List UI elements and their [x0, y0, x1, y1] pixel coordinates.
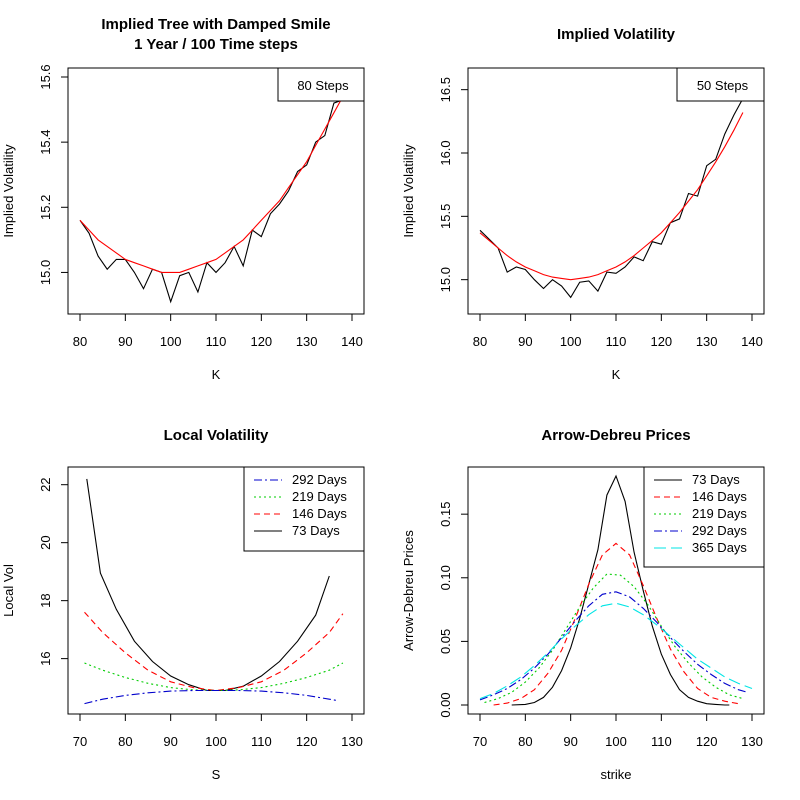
y-tick-label: 15.6: [38, 64, 53, 89]
legend: 80 Steps: [277, 67, 365, 102]
series-line-2: [84, 611, 344, 692]
x-axis-label: S: [212, 767, 221, 782]
series-line-1: [479, 98, 744, 299]
x-axis-label: K: [612, 367, 621, 382]
x-tick-label: 110: [651, 734, 672, 749]
x-tick-label: 70: [73, 734, 87, 749]
chart-subtitle: 1 Year / 100 Time steps: [134, 36, 298, 53]
x-tick-label: 120: [250, 334, 272, 349]
legend: 73 Days 146 Days 219 Days 292 Days 365 Days: [643, 466, 765, 568]
legend-label: 50 Steps: [697, 78, 749, 93]
y-axis-label: Arrow-Debreu Prices: [401, 530, 416, 651]
x-tick-label: 130: [296, 334, 318, 349]
x-tick-label: 100: [205, 734, 227, 749]
y-tick-label: 0.00: [438, 692, 453, 717]
series-line-2: [79, 86, 348, 273]
legend-label: 73 Days: [692, 472, 740, 487]
x-tick-label: 90: [518, 334, 532, 349]
legend-label: 292 Days: [692, 523, 747, 538]
legend-label: 73 Days: [292, 523, 340, 538]
series-line-3: [84, 662, 344, 692]
chart-title: Arrow-Debreu Prices: [541, 427, 690, 444]
series-line-1: [79, 89, 348, 304]
x-tick-label: 140: [341, 334, 363, 349]
y-tick-label: 15.4: [38, 129, 53, 154]
x-tick-label: 130: [741, 734, 763, 749]
y-tick-label: 15.0: [38, 260, 53, 285]
legend-label: 219 Days: [692, 506, 747, 521]
chart-panel-3: Local Volatility 70 80 90 100 110 120 130 16 18 20…: [1, 427, 365, 782]
x-tick-label: 120: [696, 734, 718, 749]
x-tick-label: 120: [296, 734, 318, 749]
legend-box: [643, 466, 765, 568]
y-tick-label: 16.5: [438, 77, 453, 102]
chart-panel-1: Implied Tree with Damped Smile 1 Year / 1…: [1, 16, 365, 382]
x-tick-label: 80: [518, 734, 532, 749]
x-tick-label: 80: [73, 334, 87, 349]
x-tick-label: 100: [560, 334, 582, 349]
y-tick-label: 0.15: [438, 502, 453, 527]
x-tick-label: 90: [563, 734, 577, 749]
legend-label: 365 Days: [692, 540, 747, 555]
legend: 50 Steps: [676, 67, 765, 102]
chart-panel-4: Arrow-Debreu Prices 70 80 90 100 110 120 130 0.0…: [401, 427, 765, 782]
series-line-2: [479, 112, 744, 281]
plot-frame: [67, 67, 365, 315]
x-tick-label: 110: [606, 334, 627, 349]
chart-title: Implied Volatility: [557, 26, 676, 43]
x-axis-label: strike: [600, 767, 631, 782]
series-line-2: [493, 542, 739, 706]
y-tick-label: 0.05: [438, 629, 453, 654]
x-tick-label: 100: [605, 734, 627, 749]
y-axis-label: Implied Volatility: [401, 144, 416, 238]
y-axis-label: Implied Volatility: [1, 144, 16, 238]
y-tick-label: 20: [38, 535, 53, 549]
legend-label: 80 Steps: [297, 78, 349, 93]
y-axis-label: Local Vol: [1, 564, 16, 617]
series-line-4: [479, 591, 748, 701]
x-tick-label: 130: [341, 734, 363, 749]
legend-label: 219 Days: [292, 489, 347, 504]
y-tick-label: 0.10: [438, 565, 453, 590]
x-tick-label: 90: [118, 334, 132, 349]
series-line-3: [484, 573, 744, 704]
x-tick-label: 70: [473, 734, 487, 749]
y-tick-label: 16: [38, 651, 53, 665]
series-line-4: [84, 689, 339, 705]
chart-title: Implied Tree with Damped Smile: [101, 16, 330, 33]
series-line-1: [511, 474, 730, 706]
x-tick-label: 120: [650, 334, 672, 349]
legend: 292 Days 219 Days 146 Days 73 Days: [243, 466, 365, 552]
series-line-5: [479, 602, 753, 700]
y-tick-label: 16.0: [438, 140, 453, 165]
x-tick-label: 110: [251, 734, 272, 749]
x-tick-label: 110: [206, 334, 227, 349]
x-tick-label: 140: [741, 334, 763, 349]
plot-frame: [467, 67, 765, 315]
x-tick-label: 90: [163, 734, 177, 749]
legend-label: 146 Days: [692, 489, 747, 504]
y-tick-label: 18: [38, 593, 53, 607]
legend-box: [277, 67, 365, 102]
legend-label: 292 Days: [292, 472, 347, 487]
chart-title: Local Volatility: [164, 427, 269, 444]
x-axis-label: K: [212, 367, 221, 382]
x-tick-label: 130: [696, 334, 718, 349]
chart-panel-2: Implied Volatility 80 90 100 110 120 130 140 15.…: [401, 26, 765, 382]
x-tick-label: 80: [473, 334, 487, 349]
legend-box: [243, 466, 365, 552]
y-tick-label: 22: [38, 477, 53, 491]
y-tick-label: 15.5: [438, 204, 453, 229]
x-tick-label: 80: [118, 734, 132, 749]
y-tick-label: 15.0: [438, 267, 453, 292]
legend-label: 146 Days: [292, 506, 347, 521]
x-tick-label: 100: [160, 334, 182, 349]
y-tick-label: 15.2: [38, 195, 53, 220]
legend-box: [676, 67, 765, 102]
